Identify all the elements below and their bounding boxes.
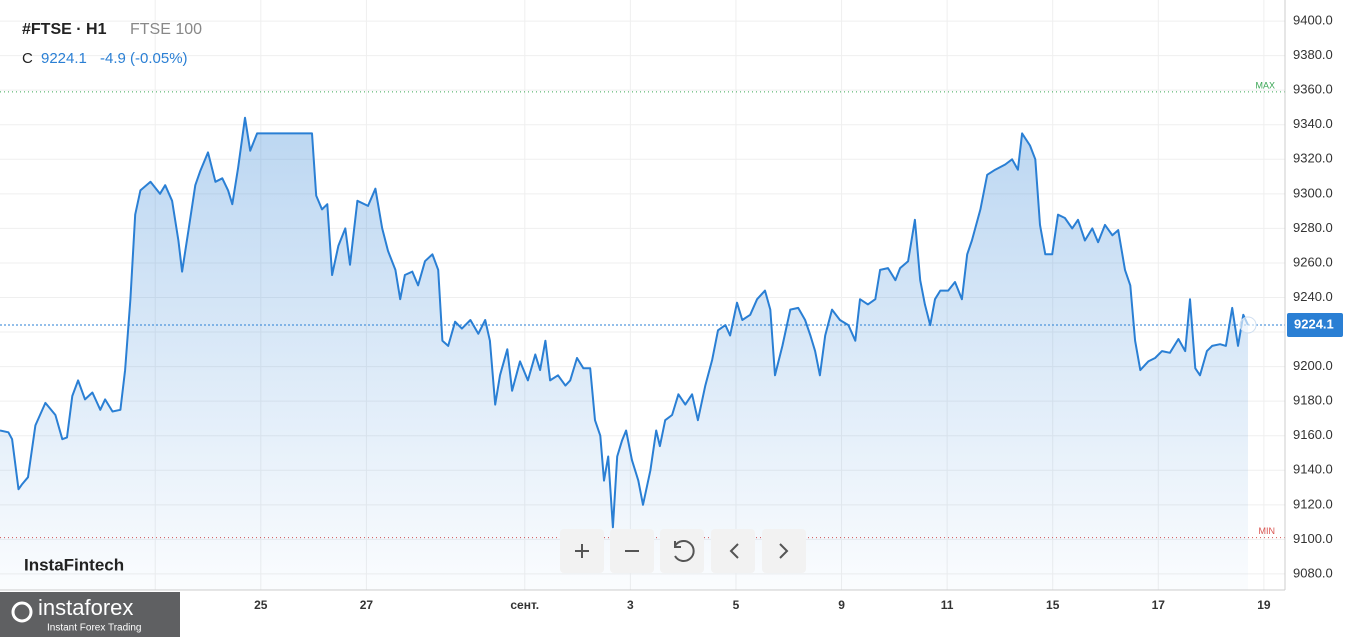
x-tick-label: 3 xyxy=(627,598,634,612)
logo-name: instaforex xyxy=(38,595,133,620)
line xyxy=(0,116,1249,529)
y-tick-label: 9400.0 xyxy=(1293,13,1333,28)
y-tick-label: 9280.0 xyxy=(1293,220,1333,235)
y-tick-label: 9320.0 xyxy=(1293,151,1333,166)
x-tick-label: 27 xyxy=(360,598,374,612)
y-tick-label: 9200.0 xyxy=(1293,358,1333,373)
x-tick-label: 5 xyxy=(733,598,740,612)
change: -4.9 (-0.05%) xyxy=(100,50,188,67)
current-price-label: 9224.1 xyxy=(1294,316,1334,331)
y-tick-label: 9120.0 xyxy=(1293,496,1333,511)
x-tick-label: 9 xyxy=(838,598,845,612)
zoom-in-button[interactable] xyxy=(560,529,604,573)
y-tick-label: 9160.0 xyxy=(1293,427,1333,442)
y-tick-label: 9180.0 xyxy=(1293,393,1333,408)
close-prefix: C xyxy=(22,50,33,67)
x-tick-label: 17 xyxy=(1152,598,1166,612)
x-tick-label: 19 xyxy=(1257,598,1271,612)
y-tick-label: 9260.0 xyxy=(1293,254,1333,269)
close-value: 9224.1 xyxy=(41,50,87,67)
y-tick-label: 9380.0 xyxy=(1293,47,1333,62)
x-tick-label: сент. xyxy=(510,598,539,612)
x-tick-label: 25 xyxy=(254,598,268,612)
reset-button[interactable] xyxy=(660,529,704,573)
logo-icon xyxy=(11,601,33,623)
plot: MAX MIN xyxy=(0,80,1285,591)
current-price-marker xyxy=(1239,316,1257,334)
y-tick-label: 9340.0 xyxy=(1293,116,1333,131)
y-tick-label: 9360.0 xyxy=(1293,82,1333,97)
x-tick-label: 15 xyxy=(1046,598,1060,612)
scroll-right-button[interactable] xyxy=(762,529,806,573)
chart-subtitle: FTSE 100 xyxy=(130,21,202,38)
toolbar xyxy=(560,529,806,573)
area xyxy=(0,117,1248,591)
y-tick-label: 9080.0 xyxy=(1293,565,1333,580)
chart-title: #FTSE · H1 xyxy=(22,21,107,38)
logo-tagline: Instant Forex Trading xyxy=(47,623,142,634)
y-tick-label: 9240.0 xyxy=(1293,289,1333,304)
max-line-label: MAX xyxy=(1255,80,1275,90)
y-tick-label: 9140.0 xyxy=(1293,462,1333,477)
min-line-label: MIN xyxy=(1259,526,1276,536)
x-tick-label: 11 xyxy=(941,598,954,612)
watermark: InstaFintech xyxy=(24,555,124,574)
y-tick-label: 9300.0 xyxy=(1293,185,1333,200)
current-price-box xyxy=(1287,312,1343,337)
zoom-out-button[interactable] xyxy=(610,529,654,573)
scroll-left-button[interactable] xyxy=(711,529,755,573)
y-tick-label: 9100.0 xyxy=(1293,531,1333,546)
